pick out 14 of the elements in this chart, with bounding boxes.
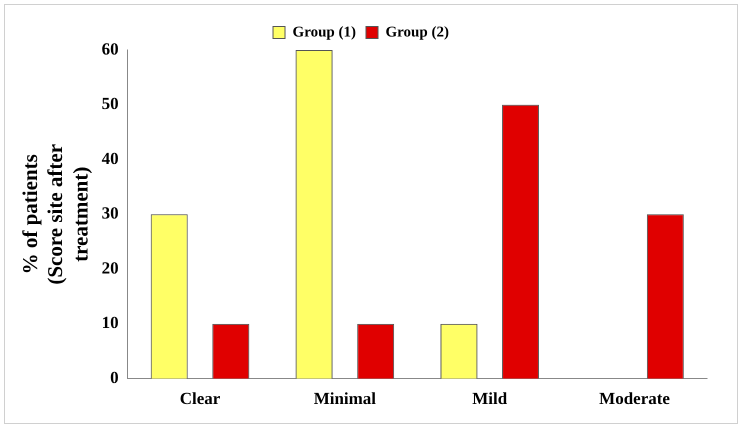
y-axis-title: % of patients (Score site after treatment) [18,144,92,285]
x-tick-label: Moderate [599,389,670,408]
y-tick-label: 30 [102,204,119,223]
x-tick-label: Clear [180,389,221,408]
y-tick-label: 60 [102,39,119,58]
y-tick-label: 40 [102,148,119,168]
y-tick-label: 0 [110,368,119,387]
x-tick-label: Minimal [314,389,376,408]
y-tick-label: 20 [102,258,119,278]
y-tick-label: 10 [102,313,119,332]
x-tick-label: Mild [472,389,508,408]
y-tick-label: 50 [102,94,119,114]
legend-label: Group (2) [386,24,449,40]
legend-label: Group (1) [292,24,356,40]
